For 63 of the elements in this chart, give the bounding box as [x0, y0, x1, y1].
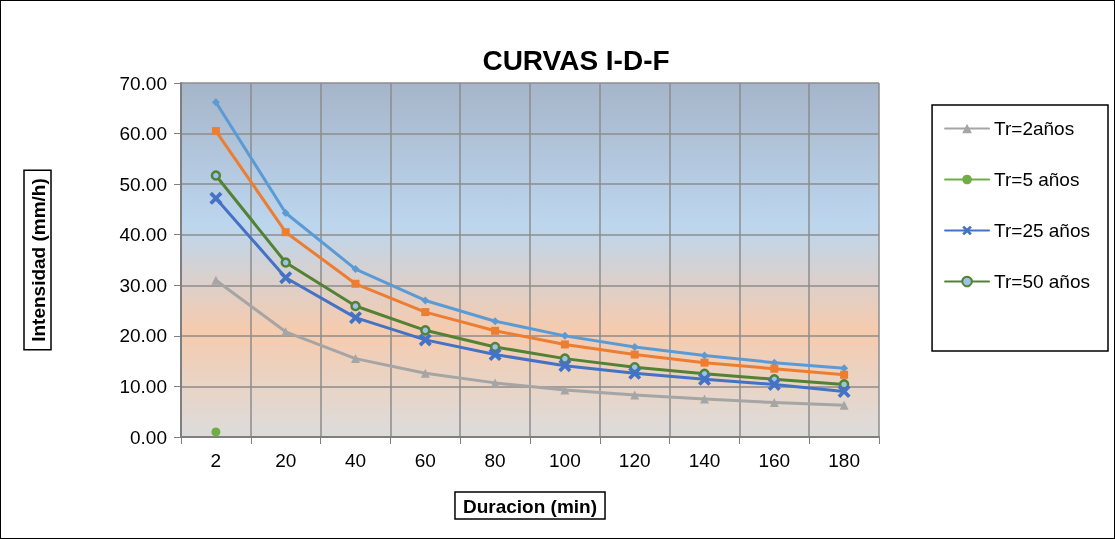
- y-tick-label: 20.00: [119, 325, 167, 347]
- point: [700, 358, 709, 367]
- point: [628, 366, 642, 380]
- x-tick-label: 40: [344, 450, 367, 471]
- point: [351, 354, 360, 364]
- point: [418, 333, 432, 347]
- legend-label: Tr=2años: [994, 118, 1075, 139]
- x-tick-label: 20: [275, 450, 297, 471]
- point: [630, 390, 640, 400]
- point: [491, 326, 500, 335]
- point: [767, 377, 781, 391]
- point: [630, 342, 639, 351]
- point: [558, 359, 572, 373]
- point: [837, 384, 851, 398]
- point: [210, 170, 222, 181]
- x-axis-title: Duracion (min): [462, 496, 598, 517]
- point: [560, 331, 569, 340]
- legend-label: Tr=5 años: [994, 169, 1080, 190]
- y-tick-label: 10.00: [119, 375, 167, 397]
- chart-title: CURVAS I-D-F: [482, 44, 670, 76]
- point: [420, 325, 431, 336]
- point: [209, 191, 223, 205]
- point: [211, 98, 220, 107]
- point: [281, 228, 290, 237]
- x-tick-label: 180: [828, 450, 860, 471]
- point: [560, 340, 569, 349]
- point: [351, 279, 360, 288]
- point: [421, 296, 430, 305]
- point: [279, 271, 293, 285]
- x-tick-label: 100: [549, 450, 581, 471]
- y-tick-label: 70.00: [119, 72, 167, 94]
- point: [349, 311, 362, 325]
- x-tick-label: 120: [618, 450, 651, 471]
- x-tick-label: 160: [758, 450, 791, 471]
- y-tick-label: 50.00: [119, 173, 167, 195]
- point: [350, 300, 361, 312]
- point: [491, 317, 500, 326]
- point: [840, 370, 849, 379]
- point: [770, 364, 779, 373]
- y-tick-label: 0.00: [130, 426, 167, 448]
- x-tick-label: 80: [484, 450, 506, 471]
- point: [421, 308, 430, 317]
- point: [420, 368, 430, 378]
- x-tick-label: 2: [210, 450, 222, 471]
- point: [700, 351, 709, 360]
- point: [488, 348, 502, 362]
- point: [211, 275, 221, 285]
- x-tick-label: 60: [414, 450, 436, 471]
- point: [700, 394, 709, 404]
- y-tick-label: 60.00: [119, 123, 167, 145]
- legend-label: Tr=50 años: [994, 271, 1090, 292]
- x-tick-label: 140: [688, 450, 721, 471]
- point: [630, 350, 639, 359]
- point: [281, 208, 290, 217]
- legend-label: Tr=25 años: [994, 220, 1090, 241]
- point: [280, 257, 291, 268]
- point: [839, 400, 849, 410]
- y-tick-label: 30.00: [119, 274, 167, 296]
- point: [698, 372, 711, 386]
- y-axis-title: Intensidad (mm/h): [28, 178, 49, 342]
- y-tick-label: 40.00: [119, 224, 167, 246]
- point: [351, 265, 360, 274]
- point: [211, 127, 220, 136]
